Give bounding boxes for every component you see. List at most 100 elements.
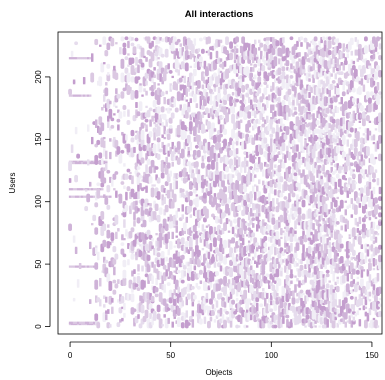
interaction-cell [120, 36, 125, 41]
interaction-cell [130, 129, 135, 134]
interaction-cell [122, 42, 127, 47]
interaction-cell [86, 321, 90, 324]
interaction-cell [200, 48, 205, 53]
interaction-cell [153, 67, 156, 70]
interaction-cell [135, 200, 138, 203]
interaction-cell [114, 253, 119, 258]
interaction-cell [140, 198, 145, 203]
interaction-cell [136, 275, 141, 280]
interaction-cell [221, 124, 225, 127]
interaction-cell [76, 279, 80, 282]
interaction-cell [189, 141, 193, 145]
interaction-cell [103, 89, 106, 92]
interaction-cell [160, 53, 165, 58]
interaction-cell [129, 87, 132, 90]
interaction-cell [70, 160, 74, 163]
interaction-cell [95, 322, 98, 326]
interaction-cell [103, 260, 106, 263]
interaction-cell [202, 192, 207, 197]
interaction-cell [213, 319, 217, 322]
interaction-cell [173, 245, 176, 248]
interaction-cell [146, 143, 151, 148]
interaction-cell [144, 118, 149, 123]
interaction-cell [171, 189, 174, 192]
interaction-cell [171, 231, 174, 235]
interaction-cell [205, 180, 209, 183]
interaction-cell [186, 322, 191, 326]
interaction-cell [200, 162, 205, 167]
interaction-cell [111, 297, 114, 301]
interaction-cell [178, 77, 183, 82]
interaction-cell [149, 203, 152, 206]
interaction-cell [217, 142, 221, 147]
interaction-cell [139, 83, 142, 86]
interaction-cell [76, 282, 80, 286]
interaction-cell [145, 57, 148, 60]
interaction-cell [94, 202, 99, 207]
interaction-cell [116, 322, 121, 326]
interaction-cell [181, 262, 184, 266]
interaction-cell [160, 172, 165, 177]
interaction-cell [82, 195, 86, 198]
interaction-cell [91, 54, 94, 57]
interaction-cell [184, 240, 189, 245]
interaction-cell [170, 112, 175, 117]
interaction-cell [171, 75, 174, 79]
interaction-cell [202, 88, 207, 93]
interaction-cell [107, 224, 110, 227]
interaction-cell [86, 161, 90, 165]
interaction-cell [167, 143, 170, 146]
interaction-cell [84, 195, 88, 198]
interaction-cell [74, 57, 78, 60]
interaction-cell [82, 160, 86, 163]
interaction-cell [68, 88, 72, 93]
interaction-cell [88, 241, 92, 245]
interaction-cell [72, 238, 76, 241]
interaction-cell [113, 266, 116, 269]
interaction-cell [74, 94, 78, 97]
interaction-cell [137, 314, 140, 317]
interaction-cell [196, 313, 201, 318]
interaction-cell [82, 82, 86, 85]
interaction-cell [219, 133, 223, 138]
interaction-cell [76, 57, 80, 60]
interaction-cell [97, 125, 100, 128]
interaction-cell [145, 124, 148, 127]
interaction-cell [153, 121, 156, 125]
interaction-cell [160, 184, 165, 189]
interaction-cell [111, 306, 114, 309]
interaction-cell [185, 310, 189, 313]
interaction-cell [97, 253, 100, 256]
interaction-cell [136, 76, 141, 81]
interaction-cell [132, 46, 137, 51]
interaction-cell [127, 53, 130, 56]
interaction-cell [95, 248, 98, 251]
interaction-cell [105, 165, 108, 168]
interaction-cell [151, 40, 154, 44]
interaction-cell [161, 194, 164, 197]
interaction-cell [68, 195, 72, 198]
interaction-cell [181, 300, 184, 303]
interaction-cell [130, 188, 135, 193]
interaction-cell [215, 300, 219, 303]
interaction-cell [103, 62, 106, 65]
interaction-cell [221, 179, 225, 184]
interaction-cell [70, 54, 74, 57]
interaction-cell [174, 58, 179, 63]
interaction-cell [133, 220, 136, 223]
interaction-cell [88, 184, 92, 187]
interaction-cell [88, 243, 92, 246]
interaction-cell [182, 222, 187, 227]
interaction-cell [175, 155, 178, 158]
interaction-cell [120, 58, 125, 63]
interaction-cell [194, 244, 199, 249]
interaction-cell [74, 129, 78, 132]
interaction-cell [219, 85, 223, 89]
interaction-cell [138, 58, 143, 63]
interaction-cell [219, 238, 223, 241]
interaction-cell [103, 305, 106, 308]
interaction-cell [103, 160, 106, 163]
interaction-cell [168, 124, 173, 129]
interaction-cell [211, 233, 215, 238]
interaction-cell [167, 63, 170, 66]
